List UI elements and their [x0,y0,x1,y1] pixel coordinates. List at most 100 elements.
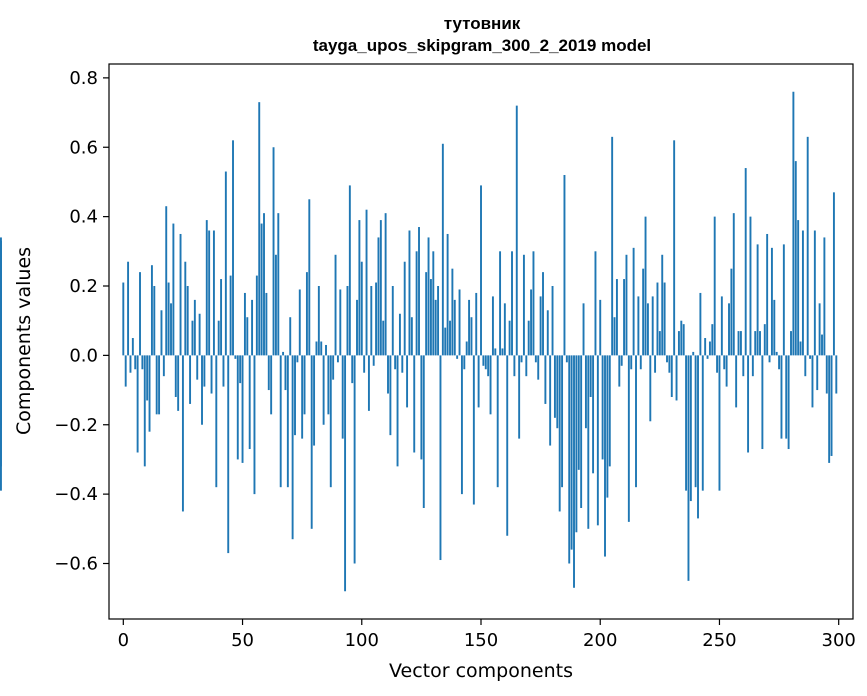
bar [649,355,652,422]
bar [770,247,773,356]
bar [553,355,556,418]
bar [782,244,785,356]
bar [184,261,187,356]
bar [148,355,151,432]
bar [196,355,199,380]
bar [193,299,196,356]
bar [177,355,180,411]
bar [501,348,504,356]
bar [677,331,680,356]
bar [429,279,432,356]
bar [382,320,385,356]
chart-subtitle: tayga_upos_skipgram_300_2_2019 model [313,36,651,55]
bar [658,331,661,356]
bar [215,355,218,488]
bar [332,355,335,380]
bar [267,355,270,391]
bar [522,254,525,356]
bar [150,265,153,356]
bar [446,233,449,356]
bar [241,355,244,463]
bar [484,355,487,370]
bar [744,168,747,356]
y-axis-label: Components values [13,247,35,435]
bar [391,286,394,356]
bar [406,355,409,408]
bar [124,355,127,387]
bar [270,355,273,415]
bar [489,355,492,415]
bar [127,261,130,356]
bar [286,355,289,488]
bar [680,320,683,356]
bar [630,355,633,370]
bar [131,338,134,356]
bar [274,254,277,356]
bar [291,355,294,540]
bar [642,268,645,356]
y-tick-label: −0.6 [54,554,98,575]
bar [730,268,733,356]
bar [720,296,723,356]
x-tick-label: 150 [464,630,498,651]
bar [172,223,175,356]
bar [627,355,630,522]
bar [491,296,494,356]
bar [477,355,480,408]
bar [279,355,282,488]
bar [639,355,642,370]
bar [561,355,564,488]
bar [608,355,611,467]
x-tick-label: 200 [583,630,617,651]
bar [224,171,227,356]
bar [532,251,535,356]
bar [439,355,442,561]
x-tick-label: 250 [702,630,736,651]
bar [527,320,530,356]
bar [661,254,664,356]
bar [735,355,738,408]
bar [804,355,807,377]
bar [697,355,699,519]
bar [401,355,404,373]
bar [496,355,499,488]
bar [336,355,339,363]
bar [599,299,602,356]
x-tick-label: 100 [345,630,379,651]
bar [398,313,401,356]
bar [637,296,640,356]
bar [410,317,413,356]
bar [773,299,776,356]
bar [379,220,382,356]
bar [325,344,327,356]
bar [0,240,2,356]
bar [298,289,301,356]
bar [208,230,211,356]
bar [346,286,349,356]
bar [141,355,144,370]
bar [582,303,585,356]
bar [811,355,814,408]
bar [246,317,249,356]
bar [573,355,575,588]
bar [725,355,728,387]
bar [153,286,156,356]
bar [413,355,416,453]
bar [651,296,654,356]
bar [341,355,344,439]
bar [463,355,466,370]
bar [394,355,397,370]
bar [592,355,595,474]
bar [472,355,475,505]
bar [303,355,306,415]
bar [277,213,280,356]
bar [408,230,411,356]
bar [458,289,461,356]
bar [518,355,521,439]
y-axis-ticks: −0.6 −0.4 −0.2 0.0 0.2 0.4 0.6 0.8 [54,68,109,575]
y-tick-label: 0.8 [69,68,98,89]
bar [520,355,523,363]
bar [205,220,208,356]
bar [494,348,497,356]
